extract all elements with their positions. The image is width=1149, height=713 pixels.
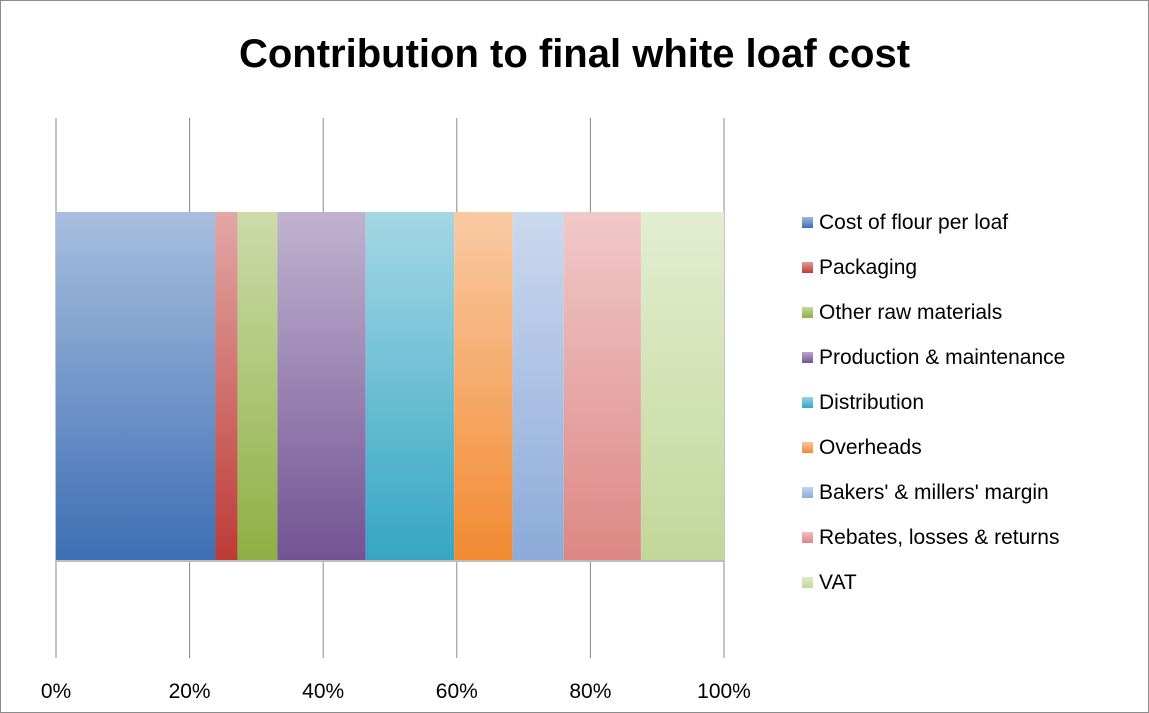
chart-title: Contribution to final white loaf cost (238, 32, 911, 76)
x-tick-label: 20% (169, 680, 211, 703)
bar-segment-9 (640, 212, 724, 560)
legend-item: Distribution (802, 380, 1065, 425)
legend-label: Distribution (819, 390, 925, 414)
legend-label: Cost of flour per loaf (819, 210, 1009, 234)
legend-swatch (802, 262, 813, 273)
bar-segment-3 (237, 212, 278, 560)
legend-swatch (802, 307, 813, 318)
legend-item: Packaging (802, 245, 1065, 290)
legend-label: Rebates, losses & returns (819, 525, 1060, 549)
legend-swatch (802, 577, 813, 588)
legend-item: Other raw materials (802, 290, 1065, 335)
legend-swatch (802, 532, 813, 543)
x-tick-label: 0% (41, 680, 71, 703)
legend-label: VAT (819, 570, 857, 594)
legend-label: Overheads (819, 435, 922, 459)
bar-segment-5 (365, 212, 455, 560)
legend-swatch (802, 397, 813, 408)
legend-item: VAT (802, 560, 1065, 605)
bar-segment-1 (56, 212, 216, 560)
legend-label: Production & maintenance (819, 345, 1066, 369)
legend-label: Other raw materials (819, 300, 1003, 324)
legend-item: Bakers' & millers' margin (802, 470, 1065, 515)
x-tick-label: 80% (569, 680, 611, 703)
x-tick-label: 60% (436, 680, 478, 703)
legend-item: Cost of flour per loaf (802, 200, 1065, 245)
legend-item: Production & maintenance (802, 335, 1065, 380)
bar-segment-4 (277, 212, 366, 560)
bar-segment-8 (563, 212, 641, 560)
legend-swatch (802, 442, 813, 453)
legend-label: Packaging (819, 255, 918, 279)
legend-item: Overheads (802, 425, 1065, 470)
bar-segment-2 (215, 212, 238, 560)
legend-swatch (802, 352, 813, 363)
legend-swatch (802, 217, 813, 228)
bar-segment-6 (454, 212, 513, 560)
legend-item: Rebates, losses & returns (802, 515, 1065, 560)
legend: Cost of flour per loaf Packaging Other raw… (802, 200, 1065, 605)
bar-segment-7 (512, 212, 564, 560)
legend-swatch (802, 487, 813, 498)
x-tick-label: 100% (697, 680, 751, 703)
legend-label: Bakers' & millers' margin (819, 480, 1049, 504)
x-tick-label: 40% (302, 680, 344, 703)
